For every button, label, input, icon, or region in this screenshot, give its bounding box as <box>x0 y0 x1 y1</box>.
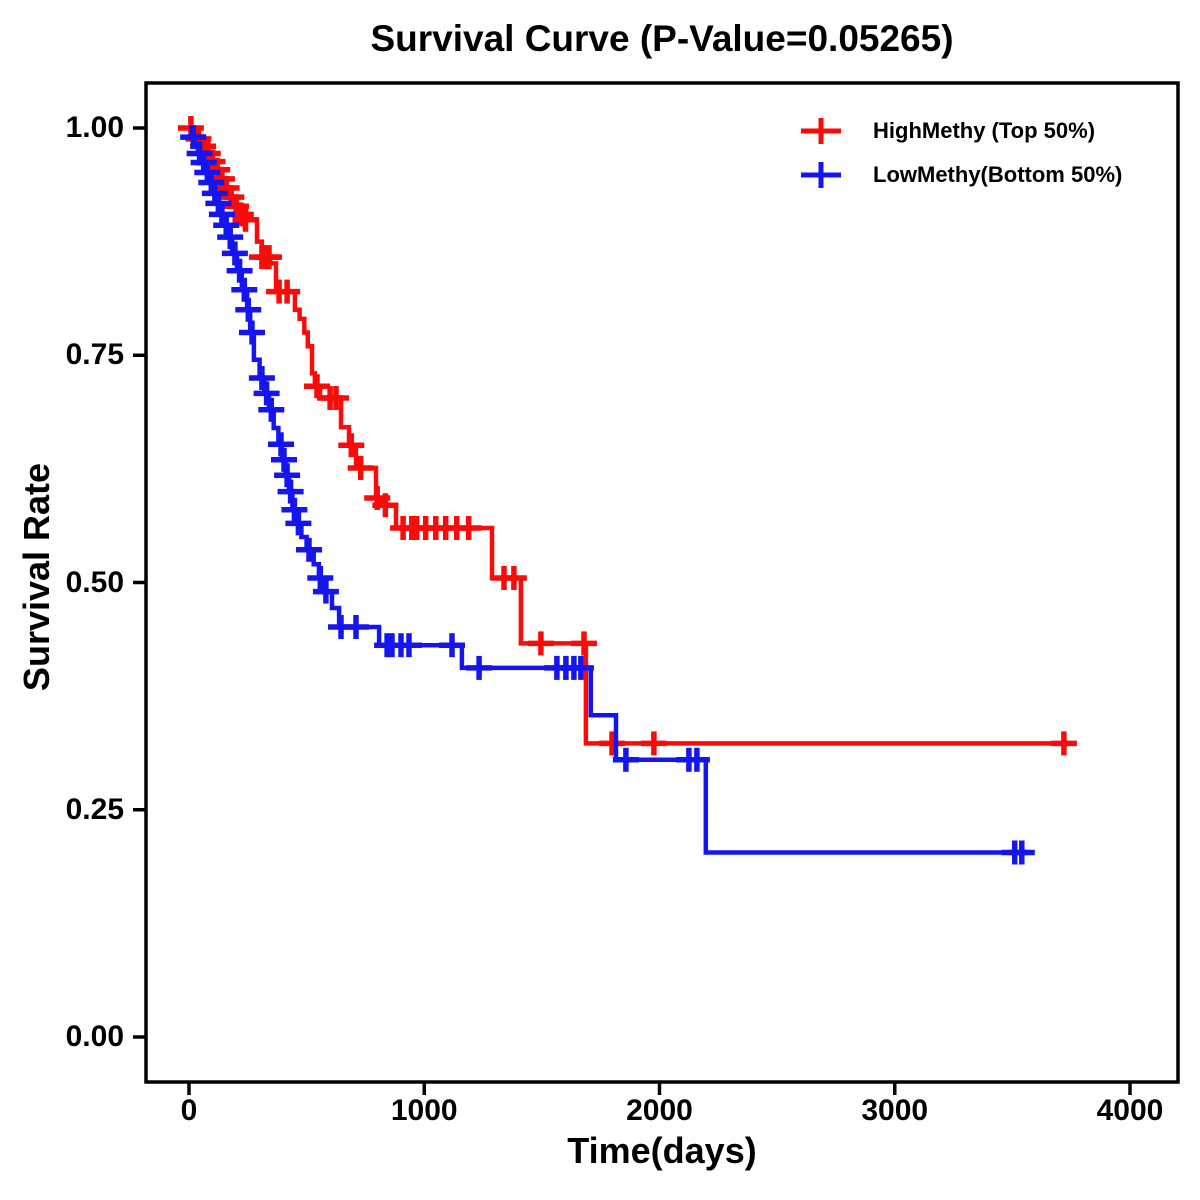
legend-item-lowmethy: LowMethy(Bottom 50%) <box>799 160 1122 190</box>
plus-icon <box>801 118 841 144</box>
x-tick-label: 0 <box>180 1094 198 1127</box>
x-tick-label: 1000 <box>390 1094 458 1127</box>
y-tick-label: 0.00 <box>65 1020 124 1053</box>
y-tick-label: 0.25 <box>65 792 124 826</box>
y-tick-label: 1.00 <box>65 111 124 144</box>
x-tick-label: 2000 <box>626 1094 693 1127</box>
x-axis-title: Time(days) <box>567 1130 757 1171</box>
legend-label-highmethy: HighMethy (Top 50%) <box>873 118 1096 143</box>
legend: HighMethy (Top 50%) LowMethy(Bottom 50%) <box>799 116 1122 190</box>
legend-label-lowmethy: LowMethy(Bottom 50%) <box>873 162 1123 187</box>
y-tick-label: 0.75 <box>65 338 124 372</box>
plus-icon <box>801 162 841 188</box>
chart-title: Survival Curve (P-Value=0.05265) <box>370 18 954 59</box>
y-tick-label: 0.50 <box>65 565 124 599</box>
x-tick-label: 4000 <box>1096 1094 1164 1127</box>
x-tick-label: 3000 <box>861 1094 929 1127</box>
legend-item-highmethy: HighMethy (Top 50%) <box>799 116 1122 146</box>
